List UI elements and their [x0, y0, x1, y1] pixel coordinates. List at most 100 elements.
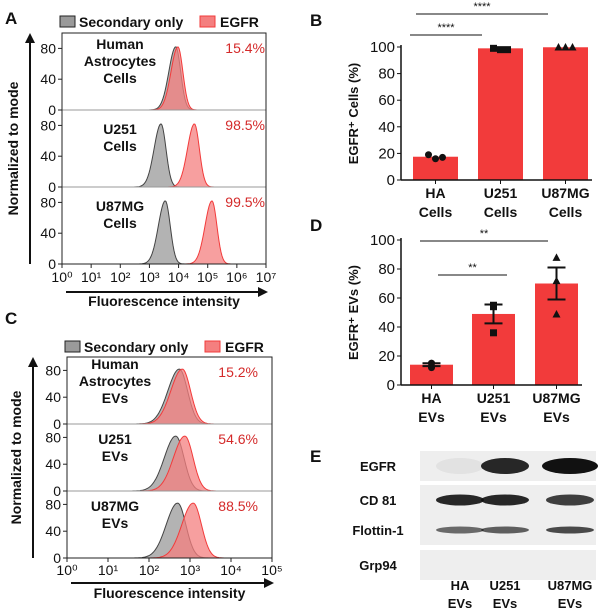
y-tick-label: 60	[378, 92, 395, 109]
x-tick-label: 10⁰	[56, 562, 78, 578]
histogram-row	[58, 123, 266, 188]
bar	[413, 156, 458, 180]
data-point-circle	[439, 153, 446, 161]
blot-lane-label: HA	[451, 578, 470, 593]
y-tick-label: 80	[40, 194, 56, 210]
x-tick-label: Cells	[419, 204, 453, 220]
x-tick-label: 10⁴	[168, 269, 190, 285]
y-axis-title: EGFR⁺ Cells (%)	[346, 63, 361, 165]
secondary-histogram	[62, 123, 266, 188]
data-point-triangle	[554, 43, 563, 51]
arrowhead-icon	[28, 357, 38, 367]
x-tick-label: 10¹	[81, 269, 102, 285]
x-tick-label: U251	[484, 185, 518, 201]
blot-band	[436, 494, 484, 506]
histogram-row	[63, 368, 272, 425]
y-tick-label: 40	[40, 148, 56, 164]
sample-label: EVs	[102, 390, 129, 406]
sample-label: U87MG	[96, 198, 144, 214]
sample-label: Cells	[103, 70, 137, 86]
blot-strip	[420, 550, 596, 580]
sample-label: U251	[103, 121, 137, 137]
blot-row-label: EGFR	[360, 459, 397, 474]
data-point-square	[497, 46, 504, 54]
blot-row-label: CD 81	[360, 493, 397, 508]
panel-label-d: D	[310, 216, 322, 235]
y-tick-label: 80	[45, 496, 61, 512]
sample-label: U87MG	[91, 498, 139, 514]
significance-label: ****	[473, 1, 491, 13]
blot-lane-label: U87MG	[548, 578, 593, 593]
legend-swatch-egfr	[204, 340, 221, 353]
data-point-circle	[425, 151, 432, 159]
y-tick-label: 100	[370, 39, 395, 56]
x-axis-title: Fluorescence intensity	[88, 293, 240, 309]
x-tick-label: 10²	[110, 269, 131, 285]
y-tick-label: 40	[40, 71, 56, 87]
percent-positive: 98.5%	[225, 117, 265, 133]
x-tick-label: HA	[425, 185, 445, 201]
y-tick-label: 0	[387, 377, 395, 394]
sample-label: Cells	[103, 215, 137, 231]
y-tick-label: 40	[40, 225, 56, 241]
arrowhead-icon	[264, 578, 274, 588]
percent-positive: 88.5%	[218, 498, 258, 514]
sample-label: EVs	[102, 448, 129, 464]
histogram-row	[63, 435, 272, 492]
x-tick-label: 10³	[139, 269, 160, 285]
histogram-row	[58, 46, 266, 111]
sample-label: Astrocytes	[79, 373, 152, 389]
blot-band	[436, 458, 484, 474]
legend-label-egfr: EGFR	[225, 339, 264, 355]
y-axis-title: Normalized to mode	[8, 390, 24, 524]
y-tick-label: 20	[378, 145, 395, 162]
y-tick-label: 80	[40, 117, 56, 133]
secondary-histogram	[62, 200, 266, 265]
data-point-circle	[432, 155, 439, 163]
x-tick-label: 10⁴	[220, 562, 242, 578]
panel-label-c: C	[5, 309, 17, 328]
x-tick-label: Cells	[484, 204, 518, 220]
sample-label: Cells	[103, 138, 137, 154]
x-tick-label: 10³	[180, 562, 201, 578]
sample-label: Human	[96, 36, 143, 52]
blot-band	[546, 494, 594, 506]
data-point-circle	[428, 359, 435, 367]
x-tick-label: U251	[477, 390, 511, 406]
bar	[410, 364, 453, 385]
x-tick-label: 10¹	[98, 562, 119, 578]
x-tick-label: EVs	[543, 409, 570, 425]
y-tick-label: 40	[45, 523, 61, 539]
blot-row-label: Grp94	[359, 558, 397, 573]
x-tick-label: EVs	[480, 409, 507, 425]
percent-positive: 15.4%	[225, 40, 265, 56]
y-tick-label: 0	[53, 550, 61, 566]
sample-label: Astrocytes	[84, 53, 157, 69]
significance-label: **	[468, 262, 477, 274]
blot-band	[481, 494, 529, 506]
x-tick-label: 10⁵	[197, 269, 218, 285]
blot-band	[542, 458, 598, 474]
legend-label-secondary: Secondary only	[84, 339, 188, 355]
data-point-square	[490, 329, 497, 337]
x-tick-label: 10⁰	[51, 269, 73, 285]
y-tick-label: 60	[378, 290, 395, 307]
panel-label-a: A	[5, 9, 17, 28]
significance-label: **	[480, 228, 489, 240]
data-point-square	[504, 46, 511, 54]
y-tick-label: 0	[53, 416, 61, 432]
y-tick-label: 80	[40, 40, 56, 56]
x-tick-label: 10⁷	[256, 269, 277, 285]
y-axis-title: Normalized to mode	[5, 81, 21, 215]
y-tick-label: 40	[378, 119, 395, 136]
significance-label: ****	[437, 22, 455, 34]
legend-swatch-egfr	[199, 15, 216, 28]
blot-band	[481, 458, 529, 474]
histogram-row	[58, 200, 266, 265]
arrowhead-icon	[258, 287, 268, 297]
x-tick-label: EVs	[418, 409, 445, 425]
y-tick-label: 0	[53, 483, 61, 499]
y-tick-label: 20	[378, 348, 395, 365]
legend-swatch-secondary	[59, 15, 76, 28]
